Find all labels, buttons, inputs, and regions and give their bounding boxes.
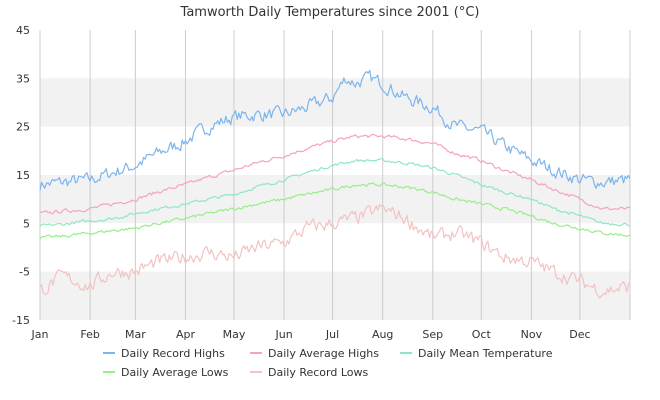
x-tick-label: Jul: [325, 328, 339, 341]
x-tick-label: Apr: [176, 328, 196, 341]
chart-title: Tamworth Daily Temperatures since 2001 (…: [180, 5, 480, 20]
x-tick-label: May: [223, 328, 246, 341]
y-tick-label: -15: [12, 314, 30, 327]
y-tick-label: 35: [16, 72, 30, 85]
x-tick-label: Sep: [422, 328, 443, 341]
legend-label: Daily Average Lows: [121, 366, 229, 379]
y-tick-label: 45: [16, 24, 30, 37]
y-axis-labels: 45 35 25 15 5 -5 -15: [12, 24, 30, 327]
x-tick-label: Nov: [521, 328, 543, 341]
plot-band: [40, 175, 630, 224]
x-tick-label: Aug: [372, 328, 393, 341]
y-tick-label: 5: [23, 217, 30, 230]
series-line: [39, 158, 631, 227]
legend-label: Daily Average Highs: [268, 347, 379, 360]
plot-band: [40, 30, 630, 79]
plot-band: [40, 223, 630, 272]
series-line: [39, 69, 631, 191]
x-tick-label: Dec: [569, 328, 590, 341]
series-line: [39, 204, 631, 299]
plot-band: [40, 78, 630, 127]
legend: Daily Record Highs Daily Average Highs Dai…: [103, 347, 553, 379]
x-tick-label: Mar: [125, 328, 146, 341]
y-tick-label: 25: [16, 121, 30, 134]
y-tick-label: -5: [19, 266, 30, 279]
x-tick-label: Jun: [274, 328, 292, 341]
legend-label: Daily Mean Temperature: [418, 347, 553, 360]
series-line: [39, 182, 631, 240]
y-tick-label: 15: [16, 169, 30, 182]
legend-label: Daily Record Lows: [268, 366, 368, 379]
series-line: [39, 133, 631, 215]
legend-label: Daily Record Highs: [121, 347, 225, 360]
x-axis-labels: Jan Feb Mar Apr May Jun Jul Aug Sep Oct Nov Dec: [31, 328, 591, 341]
x-tick-label: Feb: [80, 328, 99, 341]
vertical-gridlines: [39, 30, 631, 320]
x-tick-label: Jan: [31, 328, 49, 341]
x-tick-label: Oct: [472, 328, 492, 341]
series-lines: [39, 69, 631, 299]
